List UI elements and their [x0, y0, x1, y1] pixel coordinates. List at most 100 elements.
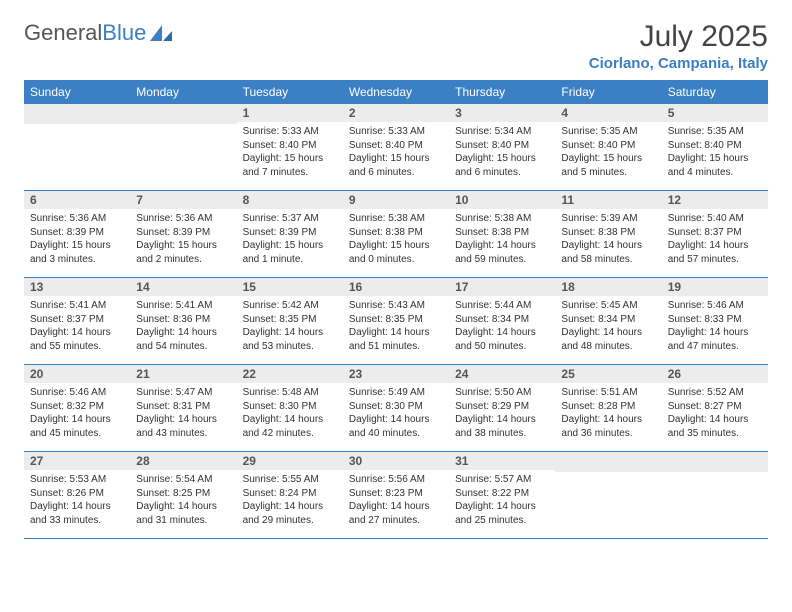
day-data: Sunrise: 5:56 AMSunset: 8:23 PMDaylight:…: [343, 470, 449, 531]
day-data: Sunrise: 5:36 AMSunset: 8:39 PMDaylight:…: [130, 209, 236, 270]
day-header: Friday: [555, 81, 661, 104]
calendar-day-cell: 30Sunrise: 5:56 AMSunset: 8:23 PMDayligh…: [343, 452, 449, 539]
day-number: 16: [343, 278, 449, 296]
calendar-week-row: 1Sunrise: 5:33 AMSunset: 8:40 PMDaylight…: [24, 104, 768, 191]
calendar-day-cell: [24, 104, 130, 191]
day-data: Sunrise: 5:41 AMSunset: 8:37 PMDaylight:…: [24, 296, 130, 357]
day-data: Sunrise: 5:55 AMSunset: 8:24 PMDaylight:…: [237, 470, 343, 531]
day-data: Sunrise: 5:36 AMSunset: 8:39 PMDaylight:…: [24, 209, 130, 270]
day-data: Sunrise: 5:33 AMSunset: 8:40 PMDaylight:…: [343, 122, 449, 183]
day-number: 14: [130, 278, 236, 296]
day-number: 15: [237, 278, 343, 296]
day-data: Sunrise: 5:46 AMSunset: 8:32 PMDaylight:…: [24, 383, 130, 444]
day-data: Sunrise: 5:52 AMSunset: 8:27 PMDaylight:…: [662, 383, 768, 444]
day-number: 7: [130, 191, 236, 209]
day-data: Sunrise: 5:34 AMSunset: 8:40 PMDaylight:…: [449, 122, 555, 183]
calendar-day-cell: 1Sunrise: 5:33 AMSunset: 8:40 PMDaylight…: [237, 104, 343, 191]
calendar-day-cell: [662, 452, 768, 539]
calendar-day-cell: 23Sunrise: 5:49 AMSunset: 8:30 PMDayligh…: [343, 365, 449, 452]
day-number: 6: [24, 191, 130, 209]
day-data: Sunrise: 5:51 AMSunset: 8:28 PMDaylight:…: [555, 383, 661, 444]
calendar-week-row: 20Sunrise: 5:46 AMSunset: 8:32 PMDayligh…: [24, 365, 768, 452]
day-data: Sunrise: 5:44 AMSunset: 8:34 PMDaylight:…: [449, 296, 555, 357]
day-number: 11: [555, 191, 661, 209]
day-data: Sunrise: 5:54 AMSunset: 8:25 PMDaylight:…: [130, 470, 236, 531]
day-data: Sunrise: 5:53 AMSunset: 8:26 PMDaylight:…: [24, 470, 130, 531]
calendar-day-cell: 7Sunrise: 5:36 AMSunset: 8:39 PMDaylight…: [130, 191, 236, 278]
day-number: [662, 452, 768, 472]
day-data: Sunrise: 5:46 AMSunset: 8:33 PMDaylight:…: [662, 296, 768, 357]
day-data: Sunrise: 5:50 AMSunset: 8:29 PMDaylight:…: [449, 383, 555, 444]
day-header: Sunday: [24, 81, 130, 104]
day-data: Sunrise: 5:45 AMSunset: 8:34 PMDaylight:…: [555, 296, 661, 357]
day-number: 23: [343, 365, 449, 383]
day-number: 30: [343, 452, 449, 470]
day-number: 25: [555, 365, 661, 383]
calendar-day-cell: 21Sunrise: 5:47 AMSunset: 8:31 PMDayligh…: [130, 365, 236, 452]
day-number: 18: [555, 278, 661, 296]
day-number: 9: [343, 191, 449, 209]
logo-sail-icon: [148, 23, 174, 43]
day-header: Wednesday: [343, 81, 449, 104]
day-data: Sunrise: 5:38 AMSunset: 8:38 PMDaylight:…: [343, 209, 449, 270]
day-data: Sunrise: 5:57 AMSunset: 8:22 PMDaylight:…: [449, 470, 555, 531]
day-number: 5: [662, 104, 768, 122]
day-number: 13: [24, 278, 130, 296]
day-header: Monday: [130, 81, 236, 104]
day-data: Sunrise: 5:47 AMSunset: 8:31 PMDaylight:…: [130, 383, 236, 444]
calendar-week-row: 6Sunrise: 5:36 AMSunset: 8:39 PMDaylight…: [24, 191, 768, 278]
day-number: 20: [24, 365, 130, 383]
day-number: 27: [24, 452, 130, 470]
calendar-day-cell: 18Sunrise: 5:45 AMSunset: 8:34 PMDayligh…: [555, 278, 661, 365]
day-number: 10: [449, 191, 555, 209]
day-number: [130, 104, 236, 124]
calendar-day-cell: 11Sunrise: 5:39 AMSunset: 8:38 PMDayligh…: [555, 191, 661, 278]
day-number: 26: [662, 365, 768, 383]
day-data: Sunrise: 5:49 AMSunset: 8:30 PMDaylight:…: [343, 383, 449, 444]
calendar-day-cell: 8Sunrise: 5:37 AMSunset: 8:39 PMDaylight…: [237, 191, 343, 278]
day-number: 21: [130, 365, 236, 383]
day-header-row: SundayMondayTuesdayWednesdayThursdayFrid…: [24, 81, 768, 104]
day-data: Sunrise: 5:33 AMSunset: 8:40 PMDaylight:…: [237, 122, 343, 183]
calendar-day-cell: 27Sunrise: 5:53 AMSunset: 8:26 PMDayligh…: [24, 452, 130, 539]
month-title: July 2025: [589, 20, 768, 53]
logo-text-1: General: [24, 20, 102, 46]
day-number: 22: [237, 365, 343, 383]
calendar-day-cell: 10Sunrise: 5:38 AMSunset: 8:38 PMDayligh…: [449, 191, 555, 278]
day-number: 12: [662, 191, 768, 209]
day-number: 28: [130, 452, 236, 470]
calendar-day-cell: 3Sunrise: 5:34 AMSunset: 8:40 PMDaylight…: [449, 104, 555, 191]
day-number: 2: [343, 104, 449, 122]
day-number: 8: [237, 191, 343, 209]
day-number: 24: [449, 365, 555, 383]
logo: GeneralBlue: [24, 20, 174, 46]
day-header: Tuesday: [237, 81, 343, 104]
calendar-day-cell: 6Sunrise: 5:36 AMSunset: 8:39 PMDaylight…: [24, 191, 130, 278]
day-number: 19: [662, 278, 768, 296]
calendar-day-cell: 9Sunrise: 5:38 AMSunset: 8:38 PMDaylight…: [343, 191, 449, 278]
calendar-day-cell: 5Sunrise: 5:35 AMSunset: 8:40 PMDaylight…: [662, 104, 768, 191]
day-data: Sunrise: 5:43 AMSunset: 8:35 PMDaylight:…: [343, 296, 449, 357]
calendar-day-cell: 14Sunrise: 5:41 AMSunset: 8:36 PMDayligh…: [130, 278, 236, 365]
day-header: Saturday: [662, 81, 768, 104]
day-number: 17: [449, 278, 555, 296]
location: Ciorlano, Campania, Italy: [589, 55, 768, 72]
calendar-day-cell: 25Sunrise: 5:51 AMSunset: 8:28 PMDayligh…: [555, 365, 661, 452]
day-number: 3: [449, 104, 555, 122]
calendar-day-cell: 19Sunrise: 5:46 AMSunset: 8:33 PMDayligh…: [662, 278, 768, 365]
header: GeneralBlue July 2025 Ciorlano, Campania…: [24, 20, 768, 72]
day-data: Sunrise: 5:35 AMSunset: 8:40 PMDaylight:…: [555, 122, 661, 183]
calendar-day-cell: 4Sunrise: 5:35 AMSunset: 8:40 PMDaylight…: [555, 104, 661, 191]
calendar-day-cell: 22Sunrise: 5:48 AMSunset: 8:30 PMDayligh…: [237, 365, 343, 452]
day-data: Sunrise: 5:39 AMSunset: 8:38 PMDaylight:…: [555, 209, 661, 270]
calendar-day-cell: 29Sunrise: 5:55 AMSunset: 8:24 PMDayligh…: [237, 452, 343, 539]
day-data: Sunrise: 5:35 AMSunset: 8:40 PMDaylight:…: [662, 122, 768, 183]
calendar-day-cell: 17Sunrise: 5:44 AMSunset: 8:34 PMDayligh…: [449, 278, 555, 365]
calendar-day-cell: 2Sunrise: 5:33 AMSunset: 8:40 PMDaylight…: [343, 104, 449, 191]
calendar-day-cell: [555, 452, 661, 539]
day-data: Sunrise: 5:41 AMSunset: 8:36 PMDaylight:…: [130, 296, 236, 357]
day-data: Sunrise: 5:38 AMSunset: 8:38 PMDaylight:…: [449, 209, 555, 270]
day-data: Sunrise: 5:42 AMSunset: 8:35 PMDaylight:…: [237, 296, 343, 357]
calendar-day-cell: 13Sunrise: 5:41 AMSunset: 8:37 PMDayligh…: [24, 278, 130, 365]
calendar-day-cell: 31Sunrise: 5:57 AMSunset: 8:22 PMDayligh…: [449, 452, 555, 539]
